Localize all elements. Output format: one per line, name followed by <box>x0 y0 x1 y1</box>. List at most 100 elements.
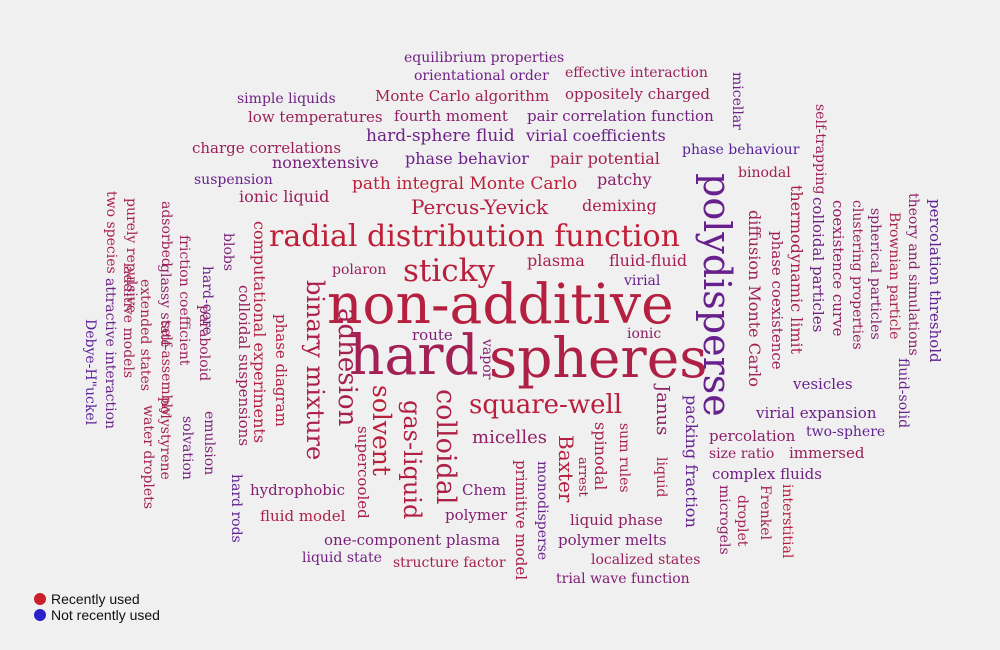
word-oppositely-charged[interactable]: oppositely charged <box>565 85 710 103</box>
word-fluid-fluid[interactable]: fluid-fluid <box>609 251 688 270</box>
word-interstitial[interactable]: interstitial <box>779 484 795 559</box>
word-nonextensive[interactable]: nonextensive <box>272 153 379 172</box>
word-binary-mixture[interactable]: binary mixture <box>301 280 329 461</box>
word-trial-wave-function[interactable]: trial wave function <box>556 571 690 587</box>
word-fourth-moment[interactable]: fourth moment <box>394 107 508 125</box>
word-orientational-order[interactable]: orientational order <box>414 68 549 84</box>
word-non-additive[interactable]: non-additive <box>327 272 674 336</box>
word-diffusion-monte-carlo[interactable]: diffusion Monte Carlo <box>745 210 764 387</box>
word-adhesion[interactable]: adhesion <box>332 308 362 427</box>
word-colloidal-suspensions[interactable]: colloidal suspensions <box>235 285 253 447</box>
word-liquid-phase[interactable]: liquid phase <box>570 511 663 529</box>
word-polymer-melts[interactable]: polymer melts <box>558 531 667 549</box>
word-percolation-threshold[interactable]: percolation threshold <box>926 199 944 363</box>
word-equilibrium-properties[interactable]: equilibrium properties <box>404 50 565 66</box>
word-size-ratio[interactable]: size ratio <box>709 446 775 462</box>
word-purely-repulsive[interactable]: purely repulsive <box>123 198 139 314</box>
word-debye-h-uckel[interactable]: Debye-H"uckel <box>82 319 98 426</box>
word-phase-diagram[interactable]: phase diagram <box>272 314 290 427</box>
word-two-sphere[interactable]: two-sphere <box>806 424 886 440</box>
word-immersed[interactable]: immersed <box>789 444 865 462</box>
word-primitive-model[interactable]: primitive model <box>512 460 530 581</box>
word-monte-carlo-algorithm[interactable]: Monte Carlo algorithm <box>375 87 550 105</box>
word-solvent[interactable]: solvent <box>367 385 396 476</box>
word-polystyrene[interactable]: polystyrene <box>157 397 173 480</box>
word-polydisperse[interactable]: polydisperse <box>695 173 739 417</box>
word-colloidal[interactable]: colloidal <box>430 389 461 505</box>
word-radial-distribution-function[interactable]: radial distribution function <box>269 219 680 254</box>
word-clustering-properties[interactable]: clustering properties <box>849 200 865 350</box>
word-plasma[interactable]: plasma <box>527 251 585 270</box>
word-virial[interactable]: virial <box>624 273 661 289</box>
word-ionic-liquid[interactable]: ionic liquid <box>239 187 330 206</box>
word-attractive-interaction[interactable]: attractive interaction <box>102 278 118 430</box>
word-monodisperse[interactable]: monodisperse <box>534 461 550 561</box>
word-paraboloid[interactable]: paraboloid <box>196 305 212 382</box>
word-percolation[interactable]: percolation <box>709 427 796 445</box>
word-virial-expansion[interactable]: virial expansion <box>756 404 877 422</box>
word-effective-interaction[interactable]: effective interaction <box>565 65 708 81</box>
word-percus-yevick[interactable]: Percus-Yevick <box>411 195 549 219</box>
word-polymer[interactable]: polymer <box>445 506 508 524</box>
word-sticky[interactable]: sticky <box>403 253 495 289</box>
word-sum-rules[interactable]: sum rules <box>616 423 632 493</box>
word-patchy[interactable]: patchy <box>597 170 652 189</box>
word-arrest[interactable]: arrest <box>575 457 590 497</box>
word-route[interactable]: route <box>412 326 453 344</box>
word-two-species[interactable]: two species <box>103 191 119 274</box>
word-adsorbed[interactable]: adsorbed <box>158 201 174 267</box>
word-phase-behavior[interactable]: phase behavior <box>405 149 529 168</box>
word-hydrophobic[interactable]: hydrophobic <box>250 481 346 499</box>
word-computational-experiments[interactable]: computational experiments <box>250 221 269 444</box>
word-liquid-state[interactable]: liquid state <box>302 550 382 566</box>
word-janus[interactable]: Janus <box>652 385 673 436</box>
word-vesicles[interactable]: vesicles <box>793 375 853 393</box>
word-self-trapping[interactable]: self-trapping <box>812 104 828 195</box>
word-hard-sphere-fluid[interactable]: hard-sphere fluid <box>366 126 515 146</box>
word-droplet[interactable]: droplet <box>734 495 750 547</box>
word-one-component-plasma[interactable]: one-component plasma <box>324 531 501 549</box>
word-spinodal[interactable]: spinodal <box>591 422 610 491</box>
word-vapor[interactable]: vapor <box>479 339 495 380</box>
word-emulsion[interactable]: emulsion <box>201 411 217 476</box>
word-gas-liquid[interactable]: gas-liquid <box>398 400 426 520</box>
word-hard[interactable]: hard <box>349 323 479 387</box>
word-friction-coefficient[interactable]: friction coefficient <box>176 235 192 366</box>
word-extended-states[interactable]: extended states <box>137 279 153 392</box>
word-microgels[interactable]: microgels <box>716 485 732 555</box>
word-micelles[interactable]: micelles <box>472 427 547 448</box>
word-chem[interactable]: Chem <box>462 481 507 499</box>
word-frenkel[interactable]: Frenkel <box>757 485 773 540</box>
word-spheres[interactable]: spheres <box>489 326 708 390</box>
word-structure-factor[interactable]: structure factor <box>393 555 506 571</box>
word-baxter[interactable]: Baxter <box>554 435 578 503</box>
word-path-integral-monte-carlo[interactable]: path integral Monte Carlo <box>352 174 578 194</box>
word-blobs[interactable]: blobs <box>220 233 236 272</box>
word-glassy-state[interactable]: glassy state <box>157 264 173 348</box>
word-water-droplets[interactable]: water droplets <box>140 405 156 510</box>
word-solvation[interactable]: solvation <box>179 416 195 480</box>
word-localized-states[interactable]: localized states <box>591 552 701 568</box>
word-brownian-particle[interactable]: Brownian particle <box>886 212 902 340</box>
word-self-assembly[interactable]: self-assembly <box>158 321 174 416</box>
word-pair-correlation-function[interactable]: pair correlation function <box>527 107 714 125</box>
word-demixing[interactable]: demixing <box>582 196 657 215</box>
word-thermodynamic-limit[interactable]: thermodynamic limit <box>787 185 806 355</box>
word-packing-fraction[interactable]: packing fraction <box>682 395 701 528</box>
word-liquid[interactable]: liquid <box>653 457 669 498</box>
word-charge-correlations[interactable]: charge correlations <box>192 139 342 157</box>
word-low-temperatures[interactable]: low temperatures <box>248 108 383 126</box>
word-polaron[interactable]: polaron <box>332 262 387 278</box>
word-pair-potential[interactable]: pair potential <box>550 149 660 168</box>
word-square-well[interactable]: square-well <box>469 390 623 420</box>
word-spherical-particles[interactable]: spherical particles <box>867 208 883 340</box>
word-complex-fluids[interactable]: complex fluids <box>712 465 822 483</box>
word-hard-rods[interactable]: hard rods <box>228 474 244 543</box>
word-ionic[interactable]: ionic <box>627 326 662 342</box>
word-supercooled[interactable]: supercooled <box>354 426 372 519</box>
word-suspension[interactable]: suspension <box>194 172 273 188</box>
word-micellar[interactable]: micellar <box>729 72 745 130</box>
word-hard-core[interactable]: hard-core <box>199 266 215 335</box>
word-additive-models[interactable]: additive models <box>120 266 136 379</box>
word-binodal[interactable]: binodal <box>738 165 791 181</box>
